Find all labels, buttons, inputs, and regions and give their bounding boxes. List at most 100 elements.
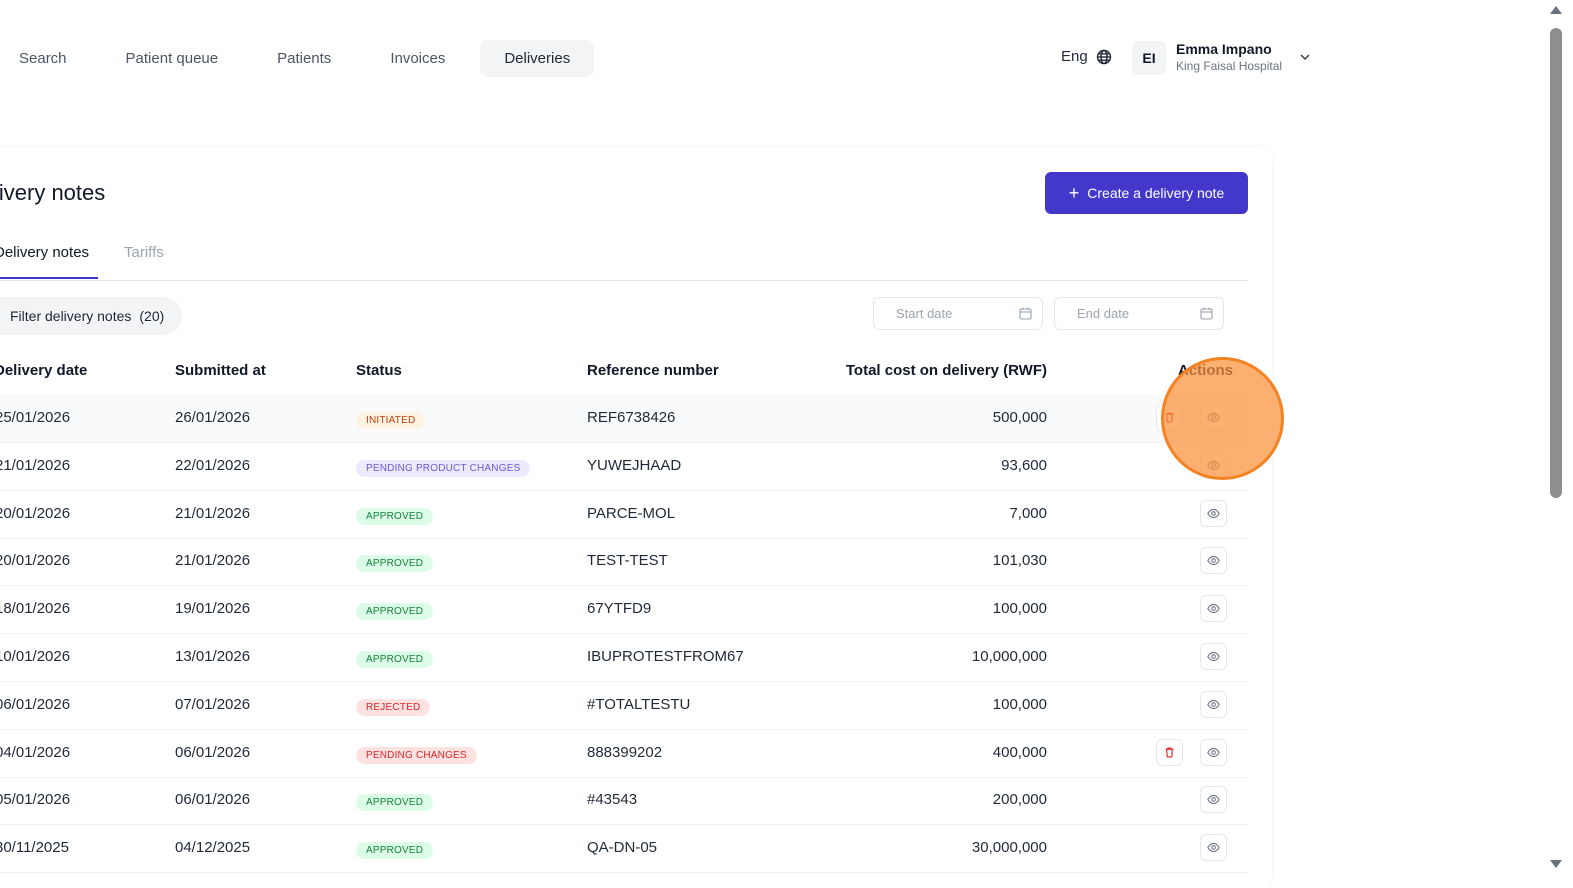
status-badge: APPROVED <box>356 603 434 621</box>
plus-icon: + <box>1068 183 1080 203</box>
eye-icon <box>1207 841 1220 854</box>
tab-delivery-notes[interactable]: Delivery notes <box>0 244 98 279</box>
nav-patient-queue[interactable]: Patient queue <box>125 49 219 67</box>
status-cell: APPROVED <box>356 840 434 860</box>
status-badge: INITIATED <box>356 412 426 429</box>
status-badge: APPROVED <box>356 794 434 812</box>
table-row[interactable]: 18/01/2026 19/01/2026 APPROVED 67YTFD9 100,0… <box>0 585 1248 635</box>
calendar-icon <box>1019 307 1032 320</box>
submitted-at-cell: 21/01/2026 <box>175 552 251 570</box>
view-button[interactable] <box>1200 834 1227 862</box>
create-delivery-note-button[interactable]: + Create a delivery note <box>1045 172 1248 214</box>
col-submitted-at: Submitted at <box>175 362 266 379</box>
status-badge: REJECTED <box>356 698 431 716</box>
delete-button[interactable] <box>1156 738 1183 766</box>
col-total-cost: Total cost on delivery (RWF) <box>845 362 1047 379</box>
status-cell: REJECTED <box>356 697 431 716</box>
view-button[interactable] <box>1200 690 1227 718</box>
status-badge: PENDING PRODUCT CHANGES <box>356 459 531 477</box>
scroll-down-icon[interactable] <box>1550 860 1562 868</box>
language-label: Eng <box>1061 48 1088 65</box>
status-badge: APPROVED <box>356 651 434 668</box>
total-cost-cell: 400,000 <box>992 743 1047 761</box>
view-button[interactable] <box>1200 738 1227 766</box>
table-row[interactable]: 30/11/2025 04/12/2025 APPROVED QA-DN-05 30,0… <box>0 824 1248 874</box>
table-row[interactable]: 20/01/2026 21/01/2026 APPROVED TEST-TEST 101… <box>0 537 1248 587</box>
delivery-date-cell: 10/01/2026 <box>0 648 71 665</box>
status-cell: APPROVED <box>356 792 434 812</box>
globe-icon <box>1096 49 1111 64</box>
delivery-date-cell: 06/01/2026 <box>0 695 71 713</box>
filter-delivery-notes-button[interactable]: Filter delivery notes (20) <box>0 297 183 335</box>
delivery-date-cell: 20/01/2026 <box>0 504 71 522</box>
total-cost-cell: 500,000 <box>992 409 1047 426</box>
view-button[interactable] <box>1200 786 1227 814</box>
calendar-icon <box>1200 307 1213 320</box>
submitted-at-cell: 07/01/2026 <box>175 695 251 713</box>
scrollbar-thumb[interactable] <box>1550 28 1562 498</box>
user-menu[interactable]: Emma Impano King Faisal Hospital <box>1176 41 1282 73</box>
eye-icon <box>1207 793 1220 806</box>
status-badge: APPROVED <box>356 842 434 860</box>
reference-number-cell: PARCE-MOL <box>587 504 676 522</box>
total-cost-cell: 100,000 <box>992 600 1047 618</box>
table-row[interactable]: 04/01/2026 06/01/2026 PENDING CHANGES 88839… <box>0 729 1248 778</box>
status-badge: PENDING CHANGES <box>356 746 477 764</box>
status-cell: PENDING PRODUCT CHANGES <box>356 458 531 477</box>
click-indicator <box>1161 357 1284 480</box>
delivery-date-cell: 18/01/2026 <box>0 600 71 618</box>
submitted-at-cell: 22/01/2026 <box>175 456 251 474</box>
submitted-at-cell: 06/01/2026 <box>175 743 251 761</box>
table-row[interactable]: 20/01/2026 21/01/2026 APPROVED PARCE-MOL 7,0… <box>0 490 1248 539</box>
submitted-at-cell: 19/01/2026 <box>175 600 251 618</box>
view-button[interactable] <box>1200 595 1227 623</box>
create-button-label: Create a delivery note <box>1087 185 1225 201</box>
user-organization: King Faisal Hospital <box>1176 59 1283 73</box>
chevron-down-icon[interactable] <box>1298 50 1312 64</box>
view-button[interactable] <box>1200 643 1227 670</box>
delivery-date-cell: 25/01/2026 <box>0 409 71 426</box>
status-badge: APPROVED <box>356 555 434 573</box>
table-row[interactable]: 10/01/2026 13/01/2026 APPROVED IBUPROTESTFR… <box>0 633 1248 682</box>
start-date-input[interactable]: Start date <box>873 297 1043 330</box>
submitted-at-cell: 26/01/2026 <box>175 409 251 426</box>
total-cost-cell: 101,030 <box>992 552 1047 570</box>
end-date-placeholder: End date <box>1077 306 1130 321</box>
eye-icon <box>1207 698 1220 711</box>
end-date-input[interactable]: End date <box>1054 297 1224 330</box>
submitted-at-cell: 06/01/2026 <box>175 791 251 809</box>
nav-deliveries[interactable]: Deliveries <box>480 39 595 77</box>
status-cell: APPROVED <box>356 601 434 621</box>
scroll-up-icon[interactable] <box>1550 6 1562 14</box>
tab-tariffs[interactable]: Tariffs <box>124 244 164 261</box>
nav-patients[interactable]: Patients <box>277 49 332 67</box>
table-row[interactable]: 21/01/2026 22/01/2026 PENDING PRODUCT CHAN… <box>0 442 1248 491</box>
col-delivery-date: Delivery date <box>0 362 88 379</box>
table-row[interactable]: 25/01/2026 26/01/2026 INITIATED REF6738426 5… <box>0 394 1248 443</box>
user-name: Emma Impano <box>1176 41 1272 57</box>
table-row[interactable]: 05/01/2026 06/01/2026 APPROVED #43543 200,00… <box>0 776 1248 826</box>
view-button[interactable] <box>1200 547 1227 575</box>
trash-icon <box>1163 746 1176 759</box>
eye-icon <box>1207 650 1220 663</box>
submitted-at-cell: 21/01/2026 <box>175 504 251 522</box>
view-button[interactable] <box>1200 499 1227 527</box>
reference-number-cell: TEST-TEST <box>587 552 668 570</box>
table-row[interactable]: 06/01/2026 07/01/2026 REJECTED #TOTALTESTU 1… <box>0 681 1248 730</box>
reference-number-cell: QA-DN-05 <box>587 839 658 857</box>
top-nav: Search Patient queue Patients Invoices D… <box>0 38 605 78</box>
total-cost-cell: 93,600 <box>1001 456 1047 474</box>
delivery-date-cell: 04/01/2026 <box>0 743 71 761</box>
status-cell: APPROVED <box>356 506 434 525</box>
filter-count: (20) <box>139 308 165 324</box>
content-card <box>0 148 1272 888</box>
page-title: livery notes <box>0 180 106 205</box>
status-cell: INITIATED <box>356 410 426 429</box>
reference-number-cell: YUWEJHAAD <box>587 456 682 474</box>
nav-invoices[interactable]: Invoices <box>390 49 446 67</box>
avatar[interactable]: EI <box>1132 41 1166 75</box>
nav-search[interactable]: Search <box>19 49 67 67</box>
status-cell: APPROVED <box>356 649 434 668</box>
language-selector[interactable]: Eng <box>1061 48 1112 65</box>
reference-number-cell: 888399202 <box>587 743 663 761</box>
